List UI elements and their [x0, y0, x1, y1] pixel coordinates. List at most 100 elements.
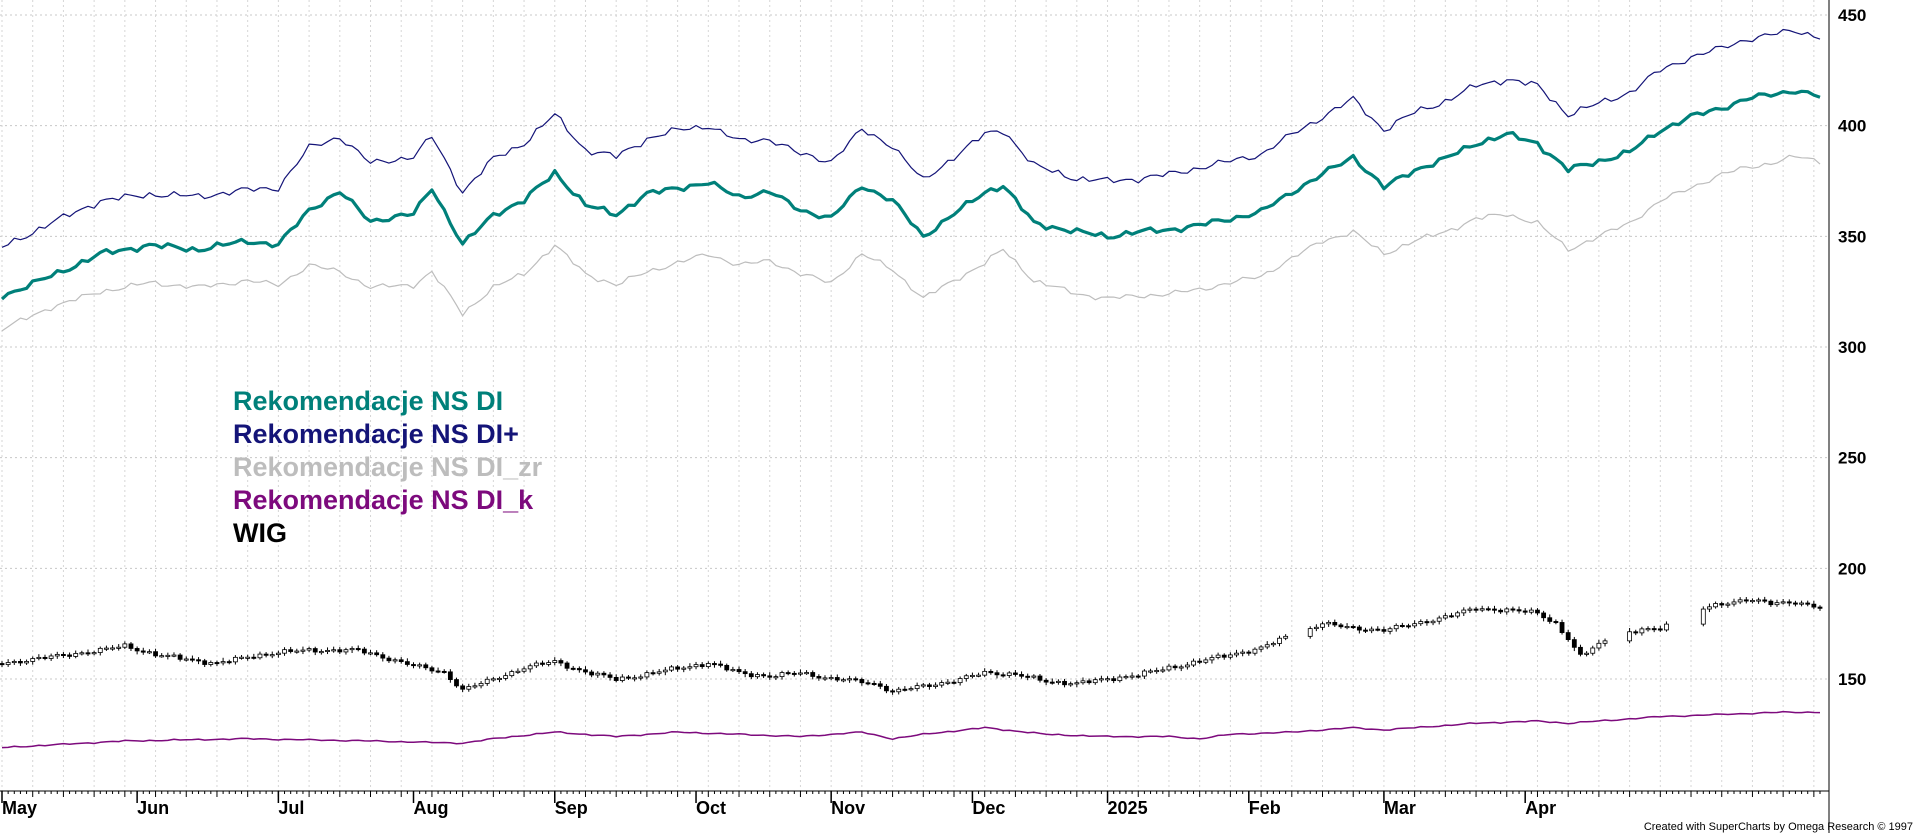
- candle-body: [1719, 603, 1725, 606]
- candle-body: [1129, 675, 1135, 678]
- candle-body: [374, 652, 380, 656]
- candle-body: [755, 674, 760, 678]
- candle-body: [1031, 675, 1037, 678]
- candle-body: [208, 662, 214, 665]
- y-tick-label: 350: [1838, 227, 1866, 246]
- candle-body: [890, 690, 895, 693]
- candle-body: [386, 657, 392, 662]
- candle-body: [650, 672, 656, 675]
- candle-body: [110, 647, 115, 650]
- candle-body: [67, 654, 72, 657]
- candle-body: [939, 682, 945, 686]
- candle-body: [693, 664, 699, 668]
- candle-body: [202, 660, 208, 665]
- candle-body: [570, 667, 576, 670]
- candle-body: [699, 664, 705, 667]
- candle-body: [1215, 654, 1221, 658]
- candle-body: [1412, 623, 1418, 627]
- series-line-dizr: [1, 154, 1821, 332]
- candle-body: [644, 672, 650, 678]
- candle-body: [1068, 683, 1074, 686]
- candle-body: [1240, 651, 1246, 654]
- candle-body: [748, 673, 754, 678]
- candle-body: [877, 683, 883, 687]
- candle-body: [1258, 646, 1264, 650]
- candle-body: [91, 652, 97, 655]
- candle-body: [933, 684, 938, 687]
- candle-body: [902, 688, 908, 691]
- candle-body: [1664, 623, 1669, 631]
- candle-body: [1092, 679, 1098, 684]
- candle-body: [1000, 674, 1006, 677]
- y-tick-label: 300: [1838, 338, 1866, 357]
- candle-body: [1399, 624, 1405, 627]
- candle-body: [61, 653, 66, 656]
- candle-body: [994, 672, 1000, 676]
- candle-body: [595, 672, 601, 676]
- candle-body: [1516, 609, 1522, 612]
- candle-body: [761, 674, 766, 677]
- grid: [0, 0, 1830, 833]
- candle-body: [1227, 654, 1233, 658]
- candle-body: [1013, 672, 1018, 675]
- candle-body: [767, 675, 773, 678]
- candle-body: [1602, 640, 1608, 644]
- candle-body: [153, 651, 158, 657]
- candle-body: [361, 648, 367, 654]
- candle-body: [1547, 617, 1553, 622]
- y-tick-label: 450: [1838, 6, 1866, 25]
- candle-body: [1743, 599, 1749, 602]
- candle-body: [1166, 665, 1172, 671]
- candle-body: [429, 667, 435, 672]
- candle-body: [736, 669, 742, 673]
- candle-body: [503, 675, 509, 679]
- candle-body: [1135, 675, 1141, 678]
- candle-body: [908, 688, 914, 691]
- candle-body: [245, 656, 251, 659]
- candle-body: [1387, 628, 1393, 632]
- candle-body: [1172, 665, 1178, 669]
- candle-body: [540, 662, 545, 665]
- candle-body: [1578, 646, 1583, 655]
- candle-body: [171, 654, 177, 657]
- candle-body: [920, 684, 926, 687]
- candle-body: [1406, 625, 1411, 628]
- candle-body: [239, 656, 244, 659]
- candle-body: [294, 650, 300, 653]
- candle-body: [1756, 599, 1761, 602]
- x-tick-label: Sep: [555, 798, 588, 818]
- candle-body: [472, 685, 478, 688]
- candle-body: [1780, 601, 1786, 604]
- candle-body: [1350, 626, 1356, 629]
- candle-body: [607, 674, 613, 678]
- candle-body: [226, 661, 232, 664]
- candle-body: [398, 659, 404, 663]
- candle-body: [1332, 621, 1338, 626]
- x-tick-label: Jun: [137, 798, 169, 818]
- candle-body: [865, 682, 871, 685]
- x-tick-label: Jul: [278, 798, 304, 818]
- candle-body: [1627, 631, 1633, 642]
- legend-item-dik: Rekomendacje NS DI_k: [233, 485, 534, 515]
- candle-body: [5, 662, 11, 665]
- candle-body: [1455, 612, 1461, 617]
- candle-body: [454, 679, 459, 687]
- candle-body: [460, 685, 466, 690]
- candle-body: [810, 672, 816, 677]
- candle-body: [1793, 602, 1798, 605]
- candle-body: [11, 661, 17, 664]
- candle-body: [1774, 602, 1780, 606]
- candle-body: [1117, 676, 1123, 682]
- candle-body: [257, 653, 263, 659]
- candle-body: [232, 656, 238, 663]
- x-axis: May Jun Jul Aug Sep Oct Nov Dec 2025 Feb Mar Apr: [0, 790, 1829, 818]
- candle-body: [675, 666, 681, 670]
- candle-body: [116, 646, 122, 649]
- candle-body: [1326, 621, 1332, 625]
- candle-body: [1535, 609, 1540, 614]
- candle-body: [1559, 622, 1565, 633]
- candle-body: [1086, 680, 1092, 684]
- candle-body: [435, 670, 441, 673]
